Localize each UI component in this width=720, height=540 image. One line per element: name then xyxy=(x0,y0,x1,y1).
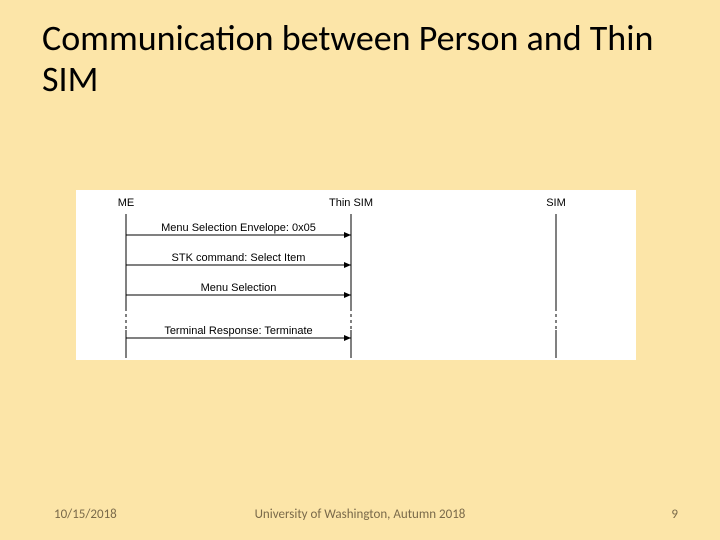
message-label-3: Terminal Response: Terminate xyxy=(164,325,312,337)
sequence-svg: ME Thin SIM SIM Menu Selection Envelope: 0x… xyxy=(76,190,636,360)
slide-title: Communication between Person and Thin SI… xyxy=(42,18,662,101)
lifeline-label-me: ME xyxy=(118,197,135,209)
lifeline-label-thin: Thin SIM xyxy=(329,197,373,209)
footer-center: University of Washington, Autumn 2018 xyxy=(0,507,720,522)
message-label-1: STK command: Select Item xyxy=(172,252,306,264)
lifeline-label-sim: SIM xyxy=(546,197,566,209)
sequence-diagram: ME Thin SIM SIM Menu Selection Envelope: 0x… xyxy=(76,190,636,360)
footer-page: 9 xyxy=(671,507,678,522)
message-label-0: Menu Selection Envelope: 0x05 xyxy=(161,222,316,234)
message-label-2: Menu Selection xyxy=(201,282,277,294)
